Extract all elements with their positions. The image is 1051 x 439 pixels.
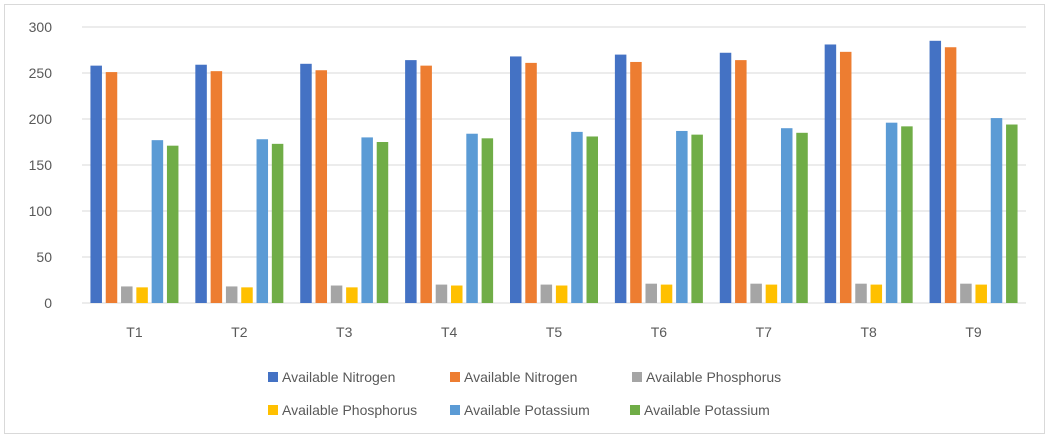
- y-tick-label: 300: [29, 19, 53, 35]
- bar-t3-series-6: [376, 142, 389, 303]
- bar-t2-series-4: [241, 287, 253, 303]
- bar-t6-series-2: [630, 61, 642, 304]
- bar-t2-series-3: [225, 286, 238, 303]
- bar-t4-series-6: [481, 138, 494, 303]
- bar-t8-series-2: [839, 51, 852, 304]
- bar-t5-series-5: [571, 131, 583, 303]
- bar-t3-series-5: [361, 137, 373, 303]
- bar-t6-series-4: [660, 284, 673, 303]
- legend-swatch: [450, 405, 460, 415]
- x-axis: T1 T2 T3 T4 T5 T6 T7 T8 T9: [126, 324, 982, 340]
- y-tick-label: 50: [36, 249, 52, 265]
- x-tick-label: T9: [965, 324, 982, 340]
- y-axis-ticks: 0 50 100 150 200 250 300: [29, 19, 53, 311]
- legend-label: Available Phosphorus: [282, 402, 417, 418]
- bars: [90, 40, 1018, 304]
- bar-t1-series-4: [136, 287, 148, 303]
- x-tick-label: T5: [546, 324, 563, 340]
- bar-t4-series-4: [451, 285, 463, 303]
- bar-t8-series-4: [870, 284, 883, 303]
- bar-t7-series-2: [735, 60, 747, 304]
- y-tick-label: 0: [44, 295, 52, 311]
- bar-t2-series-1: [195, 64, 207, 303]
- bar-t5-series-3: [540, 284, 553, 303]
- bar-t3-series-4: [346, 287, 358, 303]
- y-tick-label: 150: [29, 157, 53, 173]
- legend-label: Available Potassium: [644, 402, 770, 418]
- x-tick-label: T4: [441, 324, 458, 340]
- bar-t7-series-5: [780, 128, 793, 303]
- bar-t9-series-6: [1006, 124, 1018, 304]
- bar-t3-series-1: [300, 63, 312, 303]
- bar-t8-series-6: [901, 126, 913, 303]
- bar-t7-series-4: [765, 284, 778, 303]
- bar-t4-series-3: [435, 284, 448, 303]
- x-tick-label: T2: [231, 324, 248, 340]
- bar-t1-series-3: [121, 286, 133, 303]
- x-tick-label: T1: [126, 324, 143, 340]
- bar-t5-series-2: [525, 62, 537, 303]
- legend-swatch: [268, 372, 278, 382]
- legend: Available Nitrogen Available Nitrogen Avai…: [268, 369, 781, 418]
- bar-t8-series-3: [855, 283, 867, 303]
- legend-label: Available Nitrogen: [282, 369, 395, 385]
- bar-t1-series-2: [105, 72, 118, 303]
- legend-swatch: [268, 405, 278, 415]
- bar-t9-series-5: [990, 118, 1003, 303]
- legend-swatch: [450, 372, 460, 382]
- bar-t9-series-2: [944, 47, 957, 303]
- bar-t6-series-3: [645, 283, 657, 303]
- bar-t7-series-3: [750, 283, 762, 303]
- legend-label: Available Potassium: [464, 402, 590, 418]
- bar-t7-series-6: [796, 132, 808, 303]
- bar-t4-series-1: [405, 60, 417, 304]
- bar-t9-series-3: [960, 283, 972, 303]
- bar-t3-series-2: [315, 70, 328, 304]
- bar-t8-series-5: [885, 122, 898, 304]
- bar-t6-series-6: [691, 134, 703, 303]
- x-tick-label: T3: [336, 324, 353, 340]
- bar-t9-series-1: [929, 40, 942, 304]
- y-tick-label: 100: [29, 203, 53, 219]
- bar-t1-series-6: [166, 145, 179, 303]
- bar-t2-series-6: [271, 143, 284, 303]
- legend-swatch: [632, 372, 642, 382]
- bar-t2-series-5: [256, 139, 269, 303]
- bar-t8-series-1: [824, 44, 837, 303]
- x-tick-label: T6: [651, 324, 668, 340]
- gridlines: [82, 26, 1026, 304]
- bar-t1-series-5: [151, 140, 164, 303]
- bar-t4-series-5: [466, 133, 478, 303]
- x-tick-label: T7: [756, 324, 773, 340]
- bar-t3-series-3: [330, 285, 343, 303]
- legend-label: Available Phosphorus: [646, 369, 781, 385]
- bar-t5-series-1: [510, 56, 522, 303]
- y-tick-label: 250: [29, 65, 53, 81]
- bar-t6-series-5: [676, 130, 688, 303]
- bar-t1-series-1: [90, 65, 102, 303]
- bar-t7-series-1: [719, 52, 732, 304]
- x-tick-label: T8: [860, 324, 877, 340]
- bar-t5-series-4: [555, 285, 568, 303]
- bar-t6-series-1: [614, 54, 627, 303]
- legend-swatch: [630, 405, 640, 415]
- legend-label: Available Nitrogen: [464, 369, 577, 385]
- bar-t9-series-4: [975, 284, 987, 303]
- bar-t4-series-2: [420, 65, 432, 303]
- y-tick-label: 200: [29, 111, 53, 127]
- bar-t2-series-2: [210, 71, 223, 303]
- bar-t5-series-6: [586, 136, 598, 303]
